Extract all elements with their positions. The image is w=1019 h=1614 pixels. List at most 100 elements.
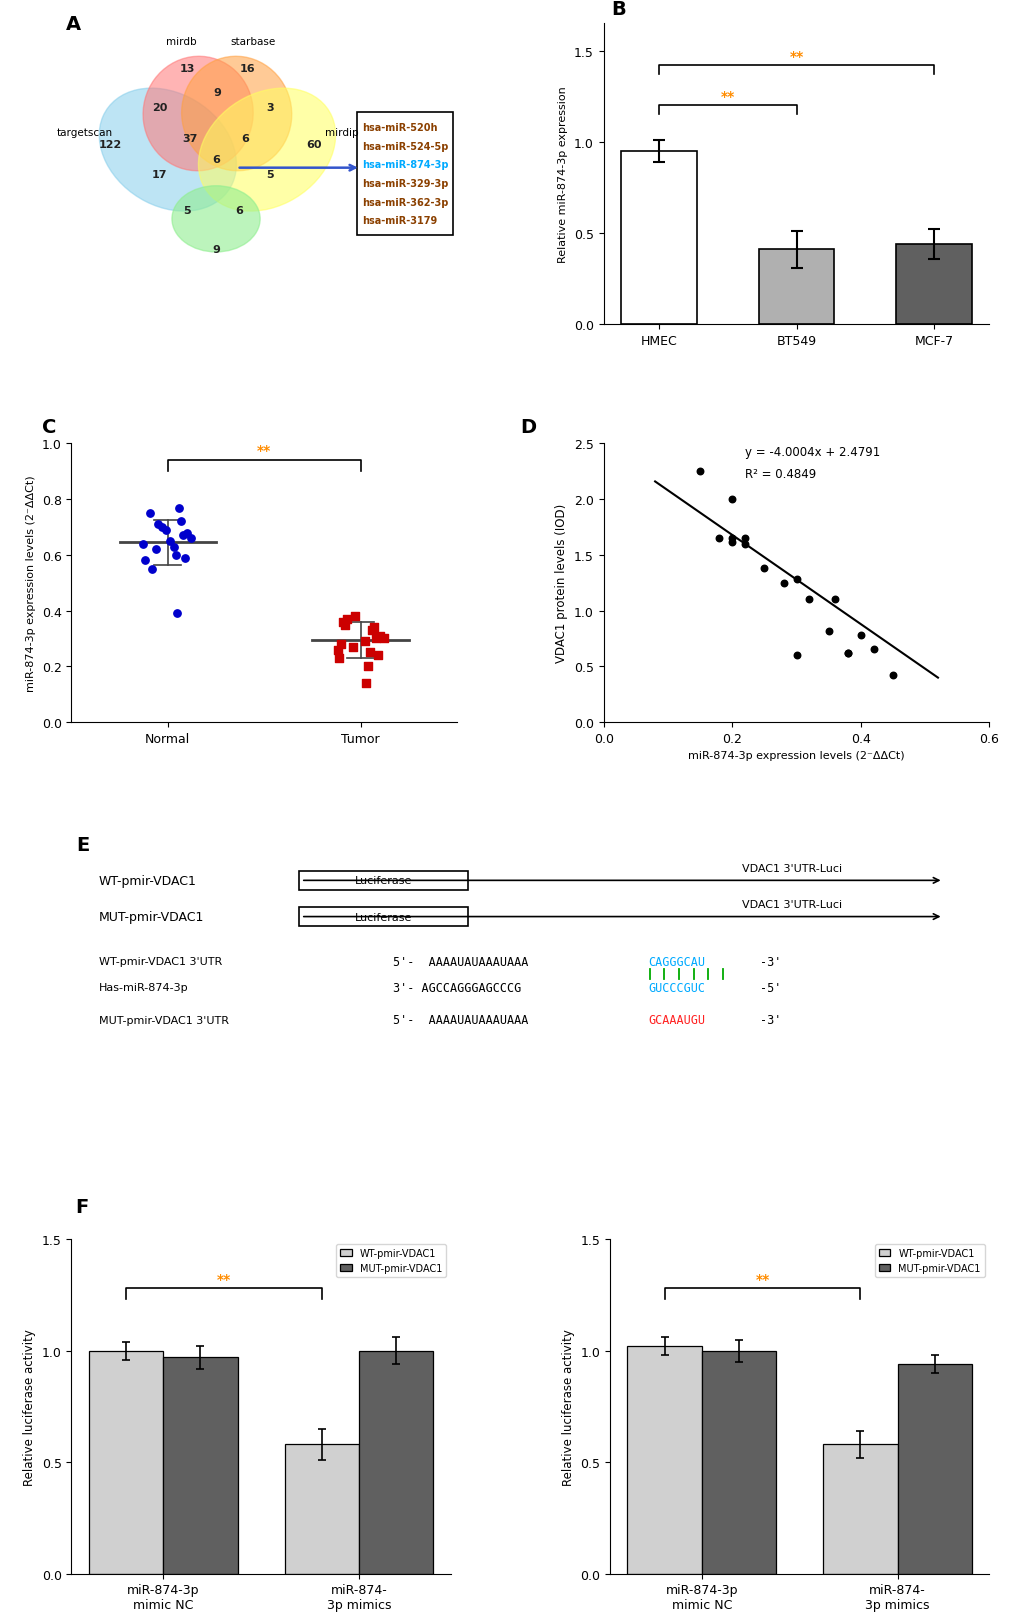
Text: D: D <box>520 418 536 437</box>
Text: 13: 13 <box>179 65 195 74</box>
Text: mirdip: mirdip <box>324 128 358 137</box>
Text: 3'- AGCCAGGGAGCCCG: 3'- AGCCAGGGAGCCCG <box>392 981 521 994</box>
Point <box>158 518 174 544</box>
Point <box>710 526 727 552</box>
Text: CAGGGCAU: CAGGGCAU <box>647 955 704 968</box>
Point <box>143 500 159 526</box>
Point <box>362 641 378 667</box>
Point <box>177 546 194 571</box>
Text: -5': -5' <box>759 981 781 994</box>
Text: MUT-pmir-VDAC1: MUT-pmir-VDAC1 <box>99 910 204 923</box>
Y-axis label: Relative luciferase activity: Relative luciferase activity <box>561 1328 575 1485</box>
Bar <box>621 152 696 324</box>
Text: **: ** <box>216 1272 230 1286</box>
Text: VDAC1 3'UTR-Luci: VDAC1 3'UTR-Luci <box>741 899 841 909</box>
Bar <box>896 245 971 324</box>
Text: VDAC1 3'UTR-Luci: VDAC1 3'UTR-Luci <box>741 863 841 873</box>
Point <box>329 638 345 663</box>
Point <box>346 604 363 629</box>
FancyBboxPatch shape <box>299 907 468 926</box>
Point <box>839 641 855 667</box>
Point <box>788 642 804 668</box>
Text: hsa-miR-520h: hsa-miR-520h <box>362 123 437 132</box>
Text: y = -4.0004x + 2.4791: y = -4.0004x + 2.4791 <box>745 445 879 458</box>
Ellipse shape <box>172 187 260 253</box>
Point <box>737 531 753 557</box>
Text: 5'-  AAAAUAUAAAUAAA: 5'- AAAAUAUAAAUAAA <box>392 955 528 968</box>
Text: 5: 5 <box>183 205 191 216</box>
Point <box>358 671 374 697</box>
Point <box>883 663 900 689</box>
Text: hsa-miR-524-5p: hsa-miR-524-5p <box>362 142 448 152</box>
Text: 122: 122 <box>98 139 121 150</box>
Point <box>331 646 347 671</box>
Y-axis label: Relative luciferase activity: Relative luciferase activity <box>23 1328 36 1485</box>
Text: **: ** <box>755 1272 769 1286</box>
Text: 37: 37 <box>182 134 198 144</box>
Point <box>173 508 190 534</box>
Point <box>723 487 740 513</box>
Ellipse shape <box>143 56 253 171</box>
Point <box>839 641 855 667</box>
Text: B: B <box>610 0 625 19</box>
Text: starbase: starbase <box>230 37 275 47</box>
Legend: WT-pmir-VDAC1, MUT-pmir-VDAC1: WT-pmir-VDAC1, MUT-pmir-VDAC1 <box>336 1244 445 1277</box>
Text: -3': -3' <box>759 955 781 968</box>
Text: Has-miR-874-3p: Has-miR-874-3p <box>99 983 189 993</box>
Text: -3': -3' <box>759 1014 781 1027</box>
X-axis label: miR-874-3p expression levels (2⁻ΔΔCt): miR-874-3p expression levels (2⁻ΔΔCt) <box>688 751 904 760</box>
Text: GUCCCGUC: GUCCCGUC <box>647 981 704 994</box>
Point <box>336 612 353 638</box>
Point <box>150 512 166 537</box>
Point <box>169 600 185 626</box>
FancyBboxPatch shape <box>357 113 452 236</box>
Point <box>137 549 153 575</box>
Text: targetscan: targetscan <box>57 128 113 137</box>
Bar <box>822 1445 897 1574</box>
Text: A: A <box>66 15 81 34</box>
Text: WT-pmir-VDAC1 3'UTR: WT-pmir-VDAC1 3'UTR <box>99 957 222 967</box>
Point <box>801 587 817 613</box>
Point <box>148 537 164 563</box>
Text: 9: 9 <box>213 89 221 98</box>
Bar <box>701 1351 775 1574</box>
Text: C: C <box>43 418 57 437</box>
Ellipse shape <box>99 89 236 211</box>
Point <box>370 642 386 668</box>
Point <box>865 636 881 662</box>
Text: GCAAAUGU: GCAAAUGU <box>647 1014 704 1027</box>
Bar <box>89 1351 163 1574</box>
Point <box>819 618 836 644</box>
Text: 5'-  AAAAUAUAAAUAAA: 5'- AAAAUAUAAAUAAA <box>392 1014 528 1027</box>
Point <box>366 615 382 641</box>
Text: 6: 6 <box>212 155 220 165</box>
Text: 60: 60 <box>306 139 321 150</box>
Point <box>144 557 160 583</box>
Text: mirdb: mirdb <box>166 37 197 47</box>
Y-axis label: Relative miR-874-3p expression: Relative miR-874-3p expression <box>557 86 568 263</box>
Bar <box>897 1364 971 1574</box>
Text: hsa-miR-3179: hsa-miR-3179 <box>362 216 437 226</box>
Text: MUT-pmir-VDAC1 3'UTR: MUT-pmir-VDAC1 3'UTR <box>99 1015 228 1025</box>
Ellipse shape <box>181 56 291 171</box>
Point <box>737 526 753 552</box>
Point <box>368 626 384 652</box>
Text: 6: 6 <box>240 134 249 144</box>
Point <box>364 618 380 644</box>
Text: Luciferase: Luciferase <box>355 912 412 922</box>
Bar <box>284 1445 359 1574</box>
Point <box>333 631 350 657</box>
Text: 17: 17 <box>152 169 167 179</box>
Point <box>344 634 361 660</box>
Text: **: ** <box>720 90 735 105</box>
Point <box>375 626 391 652</box>
Bar <box>758 250 834 324</box>
Bar <box>359 1351 433 1574</box>
Point <box>774 570 791 596</box>
Point <box>182 526 199 552</box>
Bar <box>163 1357 237 1574</box>
Text: F: F <box>74 1198 88 1217</box>
Text: Luciferase: Luciferase <box>355 876 412 886</box>
Point <box>360 654 376 679</box>
Point <box>372 623 388 649</box>
